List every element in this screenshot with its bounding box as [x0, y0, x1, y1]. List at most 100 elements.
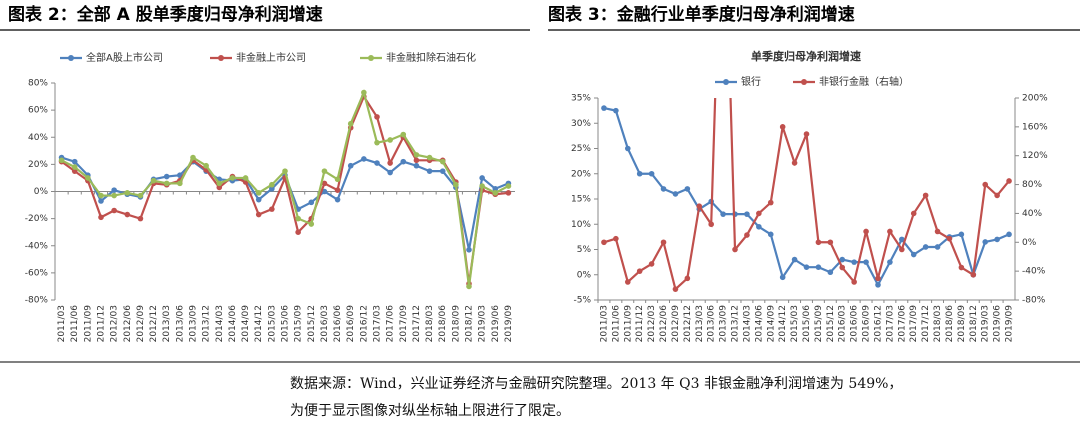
series-line	[61, 89, 509, 287]
point	[744, 211, 750, 217]
point	[660, 186, 667, 192]
x-tick-label: 2016/09	[346, 305, 356, 343]
point	[361, 156, 367, 162]
series-line	[603, 98, 1010, 292]
point	[613, 235, 619, 242]
x-tick-label: 2013/03	[695, 305, 705, 342]
x-tick-label: 2019/09	[504, 305, 514, 343]
point	[58, 157, 65, 164]
x-tick-label: 2017/03	[373, 305, 383, 342]
x-tick-label: 2014/03	[742, 305, 752, 342]
point	[387, 169, 393, 176]
point	[269, 206, 275, 212]
point	[111, 207, 117, 214]
x-tick-label: 2018/09	[957, 305, 967, 343]
point	[994, 192, 1000, 199]
point	[85, 175, 91, 181]
x-tick-label: 2013/09	[189, 305, 199, 343]
x-tick-label: 2015/06	[281, 305, 291, 343]
point	[803, 264, 810, 270]
x-tick-label: 2011/12	[97, 305, 107, 342]
x-tick-label: 2017/12	[412, 305, 422, 342]
x-tick-label: 2017/09	[399, 305, 409, 343]
x-tick-label: 2012/12	[683, 305, 693, 342]
point	[922, 192, 929, 199]
point	[400, 158, 407, 165]
x-tick-label: 2011/09	[623, 305, 633, 343]
x-tick-label: 2018/09	[451, 305, 461, 343]
point	[229, 175, 236, 181]
x-tick-label: 2014/06	[754, 305, 764, 343]
x-tick-label: 2012/09	[136, 305, 146, 343]
point	[851, 279, 857, 285]
x-tick-label: 2017/06	[897, 305, 907, 343]
point	[334, 196, 341, 203]
point	[400, 131, 407, 138]
point	[255, 196, 262, 203]
point	[98, 214, 104, 221]
point	[887, 259, 893, 265]
point	[839, 264, 846, 271]
y-tick-label: -20%	[25, 214, 49, 224]
series-line	[60, 94, 509, 284]
point	[863, 228, 869, 235]
x-tick-label: 2012/12	[149, 305, 159, 342]
point	[648, 170, 655, 177]
y-tick-label: 60%	[28, 106, 48, 116]
point	[216, 180, 223, 187]
point	[982, 181, 989, 188]
x-tick-label: 2011/03	[599, 305, 609, 342]
point	[413, 152, 420, 158]
y-tick-label: 35%	[571, 94, 591, 104]
point	[203, 162, 209, 169]
point	[190, 154, 196, 161]
point	[98, 192, 104, 199]
point	[426, 168, 433, 174]
x-tick-label: 2013/09	[719, 305, 729, 343]
legend-swatch	[218, 55, 224, 61]
x-tick-label: 2013/06	[175, 305, 185, 343]
point	[839, 256, 846, 263]
x-tick-label: 2017/12	[921, 305, 931, 342]
x-tick-label: 2019/09	[1005, 305, 1015, 343]
point	[98, 198, 104, 204]
legend-label: 非银行金融（右轴）	[819, 75, 909, 88]
legend-label: 非金融上市公司	[236, 51, 306, 64]
x-tick-label: 2015/03	[267, 305, 277, 342]
series	[601, 98, 1012, 292]
point	[636, 170, 643, 177]
point	[505, 190, 512, 196]
point	[815, 264, 822, 270]
x-tick-label: 2014/12	[778, 305, 788, 342]
point	[71, 158, 78, 165]
y2-tick-label: -80%	[1022, 296, 1046, 306]
x-tick-label: 2015/03	[790, 305, 800, 342]
point	[439, 158, 446, 165]
point	[744, 232, 750, 238]
point	[163, 173, 170, 180]
point	[387, 160, 393, 166]
x-tick-label: 2013/12	[731, 305, 741, 342]
legend-swatch	[368, 55, 374, 61]
point	[216, 184, 223, 191]
x-tick-label: 2019/03	[478, 305, 488, 342]
x-tick-label: 2017/09	[909, 305, 919, 343]
point	[308, 221, 315, 227]
x-tick-label: 2016/03	[320, 305, 330, 342]
x-tick-label: 2018/03	[933, 305, 943, 342]
x-tick-label: 2011/09	[83, 305, 93, 343]
figure-title: 图表 2：全部 A 股单季度归母净利润增速	[8, 4, 323, 25]
x-tick-label: 2011/12	[635, 305, 645, 342]
point	[934, 244, 941, 250]
point	[994, 236, 1000, 243]
point	[1006, 231, 1012, 238]
legend-label: 全部A股上市公司	[86, 51, 163, 64]
point	[177, 180, 183, 187]
y-tick-label: -5%	[573, 296, 591, 306]
x-tick-label: 2016/06	[850, 305, 860, 343]
point	[887, 228, 893, 235]
x-tick-label: 2011/06	[70, 305, 80, 343]
x-tick-label: 2012/06	[123, 305, 133, 343]
point	[875, 282, 881, 288]
